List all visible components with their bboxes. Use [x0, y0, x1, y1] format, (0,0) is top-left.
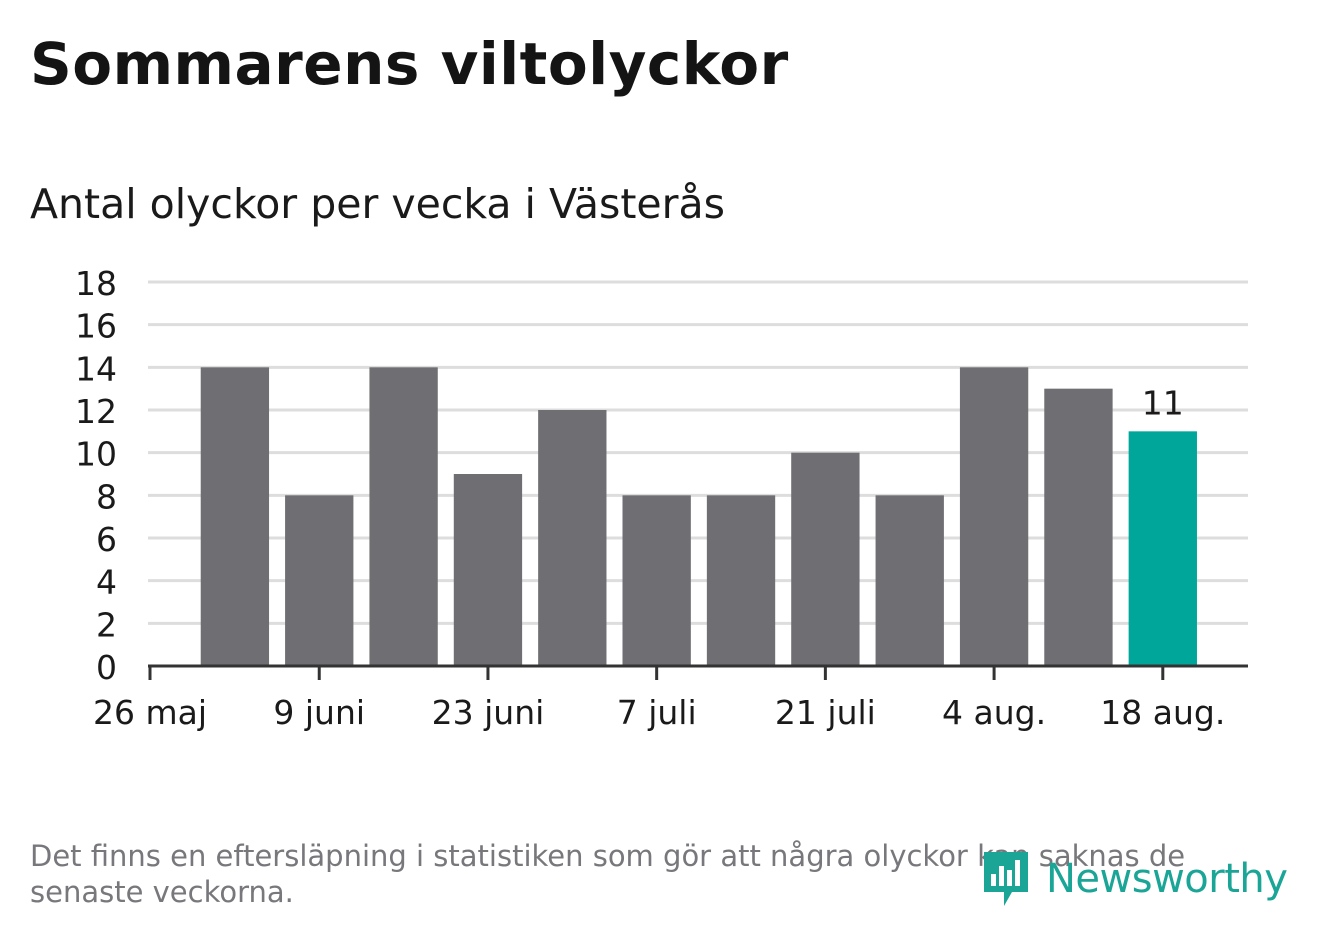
newsworthy-logo[interactable]: Newsworthy [980, 848, 1288, 910]
bar [538, 410, 607, 666]
x-tick-label: 9 juni [273, 693, 365, 732]
y-tick-label: 4 [96, 563, 117, 602]
x-tick-label: 23 juni [432, 693, 545, 732]
y-tick-label: 14 [75, 349, 117, 388]
bar-highlight [1128, 431, 1197, 666]
newsworthy-logo-icon [984, 852, 1028, 906]
brand-name: Newsworthy [1046, 856, 1288, 902]
y-tick-label: 18 [75, 264, 117, 303]
bar [453, 474, 523, 666]
bar [369, 367, 438, 666]
x-tick-label: 18 aug. [1100, 693, 1225, 732]
bar [875, 495, 944, 666]
bar [200, 367, 270, 666]
x-tick-label: 4 aug. [942, 693, 1046, 732]
y-tick-label: 12 [75, 392, 117, 431]
bar [791, 452, 860, 666]
x-tick-label: 7 juli [617, 693, 697, 732]
bar [706, 495, 776, 666]
y-tick-label: 10 [75, 435, 117, 474]
bar [1044, 388, 1113, 666]
chart-subtitle: Antal olyckor per vecka i Västerås [30, 180, 725, 228]
chart-title: Sommarens viltolyckor [30, 30, 789, 98]
y-tick-label: 6 [96, 520, 117, 559]
y-tick-label: 16 [75, 307, 117, 346]
x-tick-label: 21 juli [775, 693, 876, 732]
x-tick-label: 26 maj [93, 693, 207, 732]
bar [285, 495, 354, 666]
y-tick-label: 8 [96, 477, 117, 516]
bar-data-label: 11 [1142, 383, 1184, 422]
bar [622, 495, 691, 666]
bar [959, 367, 1029, 666]
y-tick-label: 0 [96, 648, 117, 687]
y-tick-label: 2 [96, 605, 117, 644]
